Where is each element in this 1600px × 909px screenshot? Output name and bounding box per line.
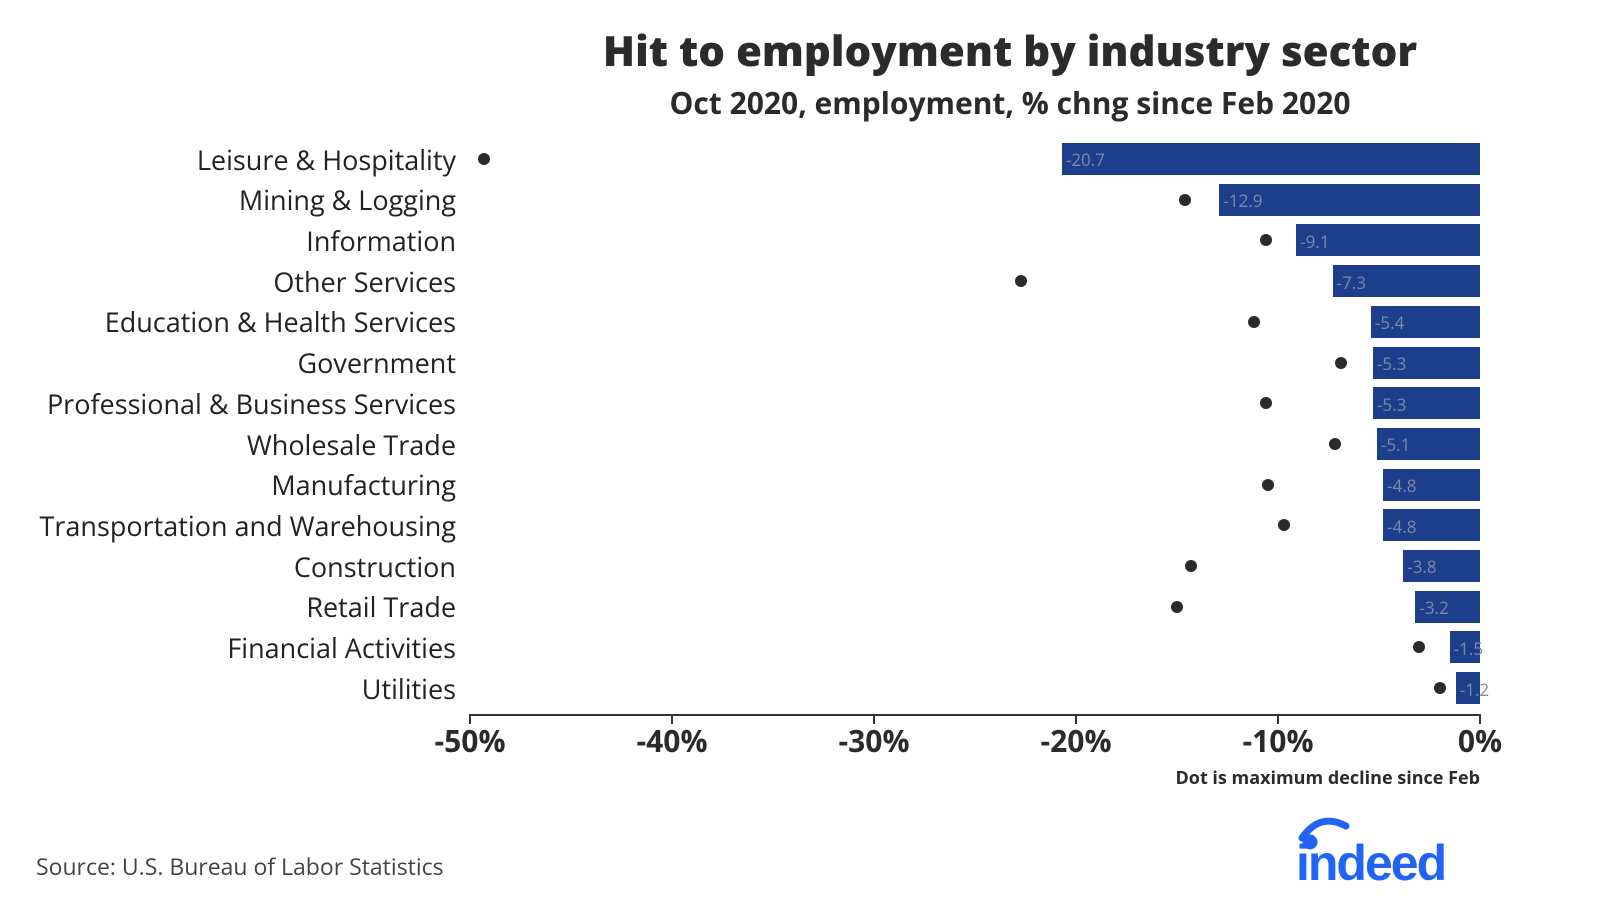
bar-value-label: -5.4	[1375, 311, 1404, 334]
y-axis-label: Wholesale Trade	[10, 426, 456, 463]
bar-value-label: -1.2	[1460, 678, 1489, 701]
max-decline-dot	[1171, 601, 1183, 613]
max-decline-dot	[1185, 560, 1197, 572]
max-decline-dot	[1260, 234, 1272, 246]
svg-text:indeed: indeed	[1296, 835, 1445, 891]
x-tick-label: -30%	[839, 720, 910, 761]
y-axis-label: Financial Activities	[10, 629, 456, 666]
max-decline-dot	[1434, 682, 1446, 694]
y-axis-label: Construction	[10, 548, 456, 585]
bar-value-label: -5.1	[1381, 433, 1410, 456]
bar-value-label: -1.5	[1454, 637, 1483, 660]
max-decline-dot	[1329, 438, 1341, 450]
y-axis-label: Leisure & Hospitality	[10, 141, 456, 178]
bar-value-label: -5.3	[1377, 393, 1406, 416]
bar-value-label: -4.8	[1387, 515, 1416, 538]
y-axis-label: Information	[10, 222, 456, 259]
x-tick-label: 0%	[1458, 720, 1502, 761]
max-decline-dot	[1335, 357, 1347, 369]
bar-value-label: -20.7	[1066, 148, 1105, 171]
source-text: Source: U.S. Bureau of Labor Statistics	[36, 850, 444, 882]
bar-value-label: -12.9	[1223, 189, 1262, 212]
bar-value-label: -4.8	[1387, 474, 1416, 497]
y-axis-label: Mining & Logging	[10, 181, 456, 218]
y-axis-label: Government	[10, 344, 456, 381]
max-decline-dot	[1015, 275, 1027, 287]
y-axis-label: Retail Trade	[10, 588, 456, 625]
y-axis-label: Professional & Business Services	[10, 385, 456, 422]
x-tick-label: -20%	[1041, 720, 1112, 761]
chart-subtitle: Oct 2020, employment, % chng since Feb 2…	[480, 82, 1540, 123]
max-decline-dot	[1413, 641, 1425, 653]
y-axis-label: Utilities	[10, 670, 456, 707]
x-axis-line	[470, 714, 1480, 716]
bar-value-label: -3.8	[1407, 555, 1436, 578]
dot-note: Dot is maximum decline since Feb	[1080, 766, 1480, 790]
y-axis-label: Manufacturing	[10, 466, 456, 503]
y-axis-label: Education & Health Services	[10, 303, 456, 340]
max-decline-dot	[1278, 519, 1290, 531]
max-decline-dot	[478, 153, 490, 165]
max-decline-dot	[1262, 479, 1274, 491]
indeed-logo: indeed	[1296, 812, 1496, 897]
x-tick-label: -10%	[1243, 720, 1314, 761]
y-axis-label: Transportation and Warehousing	[10, 507, 456, 544]
y-axis-label: Other Services	[10, 263, 456, 300]
chart-title: Hit to employment by industry sector	[480, 22, 1540, 79]
bar-value-label: -3.2	[1419, 596, 1448, 619]
bar-value-label: -9.1	[1300, 230, 1329, 253]
max-decline-dot	[1260, 397, 1272, 409]
bar-chart: -50%-40%-30%-20%-10%0%Leisure & Hospital…	[470, 140, 1480, 710]
x-tick-label: -40%	[637, 720, 708, 761]
bar-value-label: -7.3	[1337, 271, 1366, 294]
bar-value-label: -5.3	[1377, 352, 1406, 375]
bar	[1062, 143, 1480, 175]
max-decline-dot	[1179, 194, 1191, 206]
x-tick-label: -50%	[435, 720, 506, 761]
max-decline-dot	[1248, 316, 1260, 328]
